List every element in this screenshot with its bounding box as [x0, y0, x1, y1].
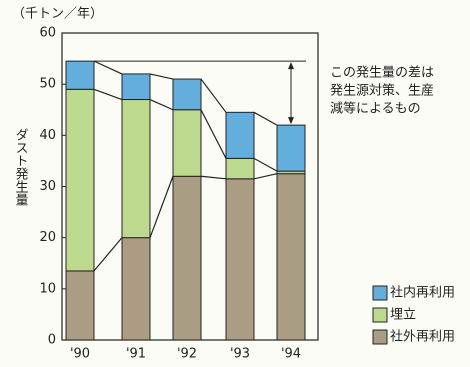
bar-segment: [65, 88, 95, 272]
bar-segment: [65, 60, 95, 90]
connector-line: [200, 175, 227, 180]
connector-line: [93, 60, 123, 75]
bar-segment: [121, 73, 151, 101]
connector-line: [253, 173, 278, 180]
bar-segment: [225, 157, 255, 180]
x-tick-label: '91: [126, 347, 146, 362]
connector-line: [253, 111, 278, 126]
bar-segment: [276, 124, 306, 172]
connector-line: [200, 78, 227, 113]
connector-line: [200, 109, 227, 159]
x-tick-label: '90: [70, 347, 90, 362]
y-axis-label: ダスト発生量: [13, 128, 29, 206]
annotation: 減等によるもの: [330, 101, 421, 117]
bar-segment: [121, 99, 151, 239]
bar-segment: [225, 178, 255, 341]
arrow-head: [288, 62, 294, 70]
arrow-head: [288, 117, 294, 125]
legend-swatch: [372, 329, 388, 345]
bar-segment: [276, 173, 306, 341]
bar-segment: [172, 109, 202, 177]
y-tick-label: 10: [39, 281, 56, 296]
y-tick-label: 0: [48, 333, 56, 348]
connector-line: [149, 98, 174, 111]
x-tick-label: '94: [281, 347, 301, 362]
y-tick-label: 20: [39, 230, 56, 245]
annotation: 発生源対策、生産: [330, 83, 434, 99]
legend-label: 社内再利用: [390, 285, 455, 301]
bar-segment: [121, 237, 151, 341]
legend-swatch: [372, 307, 388, 323]
connector-line: [149, 73, 174, 80]
annotation: この発生量の差は: [330, 66, 434, 81]
x-tick-label: '93: [230, 347, 250, 362]
connector-line: [93, 88, 123, 101]
legend-label: 社外再利用: [390, 329, 455, 345]
unit-label: （千トン／年）: [12, 7, 103, 22]
x-tick-label: '92: [177, 347, 197, 362]
legend-label: 埋立: [390, 308, 416, 323]
bar-segment: [172, 175, 202, 341]
bar-segment: [172, 78, 202, 111]
y-tick-label: 60: [39, 26, 56, 41]
y-tick-label: 30: [39, 179, 56, 194]
legend-swatch: [372, 285, 388, 301]
connector-line: [93, 237, 123, 272]
bar-segment: [65, 270, 95, 341]
connector-line: [149, 176, 174, 238]
bar-segment: [225, 111, 255, 159]
y-tick-label: 40: [39, 128, 56, 143]
y-tick-label: 50: [39, 77, 56, 92]
connector-line: [253, 157, 278, 172]
